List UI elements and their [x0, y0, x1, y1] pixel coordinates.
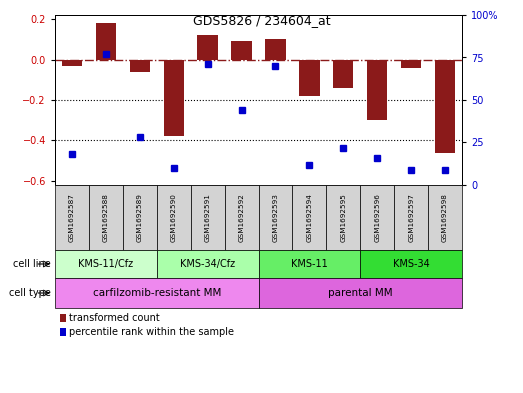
Bar	[96, 23, 116, 59]
Text: GSM1692594: GSM1692594	[306, 193, 312, 242]
Bar	[333, 59, 354, 88]
Bar	[435, 59, 455, 152]
Text: GSM1692593: GSM1692593	[272, 193, 278, 242]
Text: GSM1692587: GSM1692587	[69, 193, 75, 242]
Text: GSM1692597: GSM1692597	[408, 193, 414, 242]
Text: KMS-11: KMS-11	[291, 259, 328, 269]
Text: GSM1692589: GSM1692589	[137, 193, 143, 242]
Text: GSM1692590: GSM1692590	[170, 193, 177, 242]
Text: GSM1692595: GSM1692595	[340, 193, 346, 242]
Bar	[231, 41, 252, 59]
Text: cell type: cell type	[9, 288, 51, 298]
Text: KMS-11/Cfz: KMS-11/Cfz	[78, 259, 133, 269]
Bar	[130, 59, 150, 72]
Text: GDS5826 / 234604_at: GDS5826 / 234604_at	[192, 14, 331, 27]
Text: GSM1692598: GSM1692598	[442, 193, 448, 242]
Bar	[401, 59, 422, 68]
Text: percentile rank within the sample: percentile rank within the sample	[69, 327, 234, 337]
Text: GSM1692591: GSM1692591	[204, 193, 211, 242]
Text: parental MM: parental MM	[328, 288, 393, 298]
Text: GSM1692596: GSM1692596	[374, 193, 380, 242]
Text: KMS-34: KMS-34	[393, 259, 429, 269]
Text: GSM1692592: GSM1692592	[238, 193, 245, 242]
Text: KMS-34/Cfz: KMS-34/Cfz	[180, 259, 235, 269]
Bar	[367, 59, 388, 120]
Text: transformed count: transformed count	[69, 313, 160, 323]
Text: cell line: cell line	[13, 259, 51, 269]
Bar	[265, 39, 286, 59]
Bar	[198, 35, 218, 59]
Bar	[299, 59, 320, 96]
Text: carfilzomib-resistant MM: carfilzomib-resistant MM	[93, 288, 221, 298]
Bar	[62, 59, 82, 66]
Text: GSM1692588: GSM1692588	[103, 193, 109, 242]
Bar	[164, 59, 184, 136]
